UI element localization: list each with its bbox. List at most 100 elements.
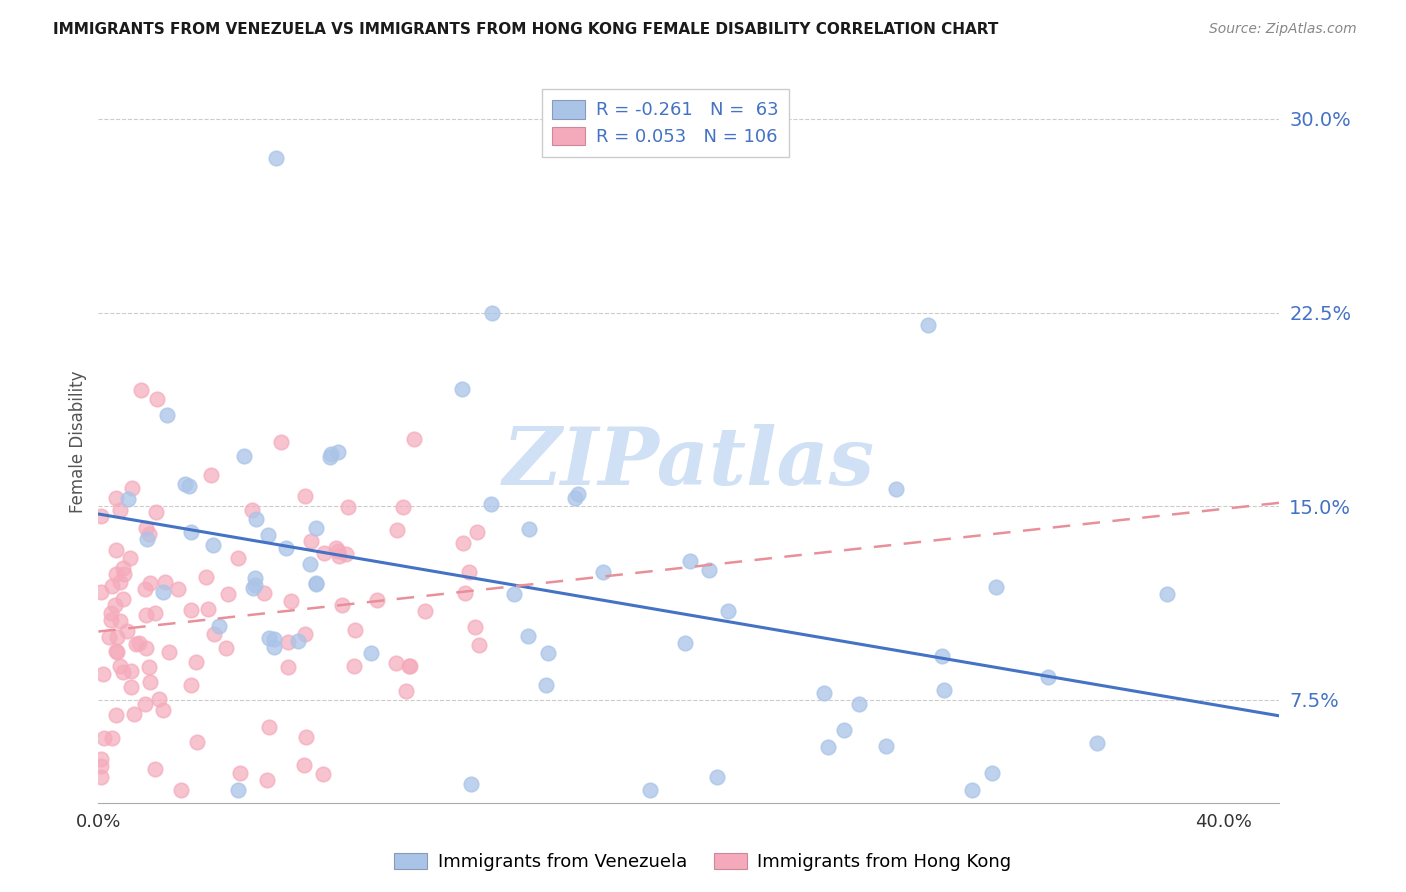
Point	[312, 767, 335, 781]
Point	[848, 697, 870, 711]
Point	[256, 772, 278, 787]
Point	[108, 575, 131, 590]
Point	[129, 383, 152, 397]
Point	[817, 739, 839, 754]
Point	[319, 447, 342, 461]
Point	[108, 614, 131, 628]
Point	[167, 582, 190, 597]
Point	[91, 667, 114, 681]
Point	[217, 587, 239, 601]
Point	[298, 558, 321, 572]
Point	[143, 607, 166, 621]
Point	[319, 450, 342, 464]
Point	[226, 783, 249, 797]
Point	[384, 656, 406, 670]
Point	[399, 659, 422, 673]
Point	[305, 576, 328, 591]
Point	[177, 479, 200, 493]
Point	[152, 703, 174, 717]
Point	[180, 524, 202, 539]
Point	[197, 602, 219, 616]
Point	[240, 503, 263, 517]
Point	[673, 636, 696, 650]
Point	[832, 723, 855, 737]
Point	[413, 604, 436, 618]
Point	[984, 580, 1007, 594]
Point	[115, 624, 138, 638]
Point	[517, 522, 540, 536]
Point	[207, 619, 229, 633]
Point	[394, 683, 416, 698]
Point	[697, 563, 720, 577]
Point	[117, 492, 139, 507]
Point	[200, 468, 222, 483]
Point	[328, 544, 350, 558]
Point	[385, 523, 408, 537]
Point	[592, 565, 614, 579]
Point	[228, 551, 250, 566]
Point	[287, 634, 309, 648]
Point	[104, 708, 127, 723]
Point	[1038, 670, 1060, 684]
Point	[105, 644, 128, 658]
Point	[98, 630, 121, 644]
Text: ZIPatlas: ZIPatlas	[503, 425, 875, 502]
Point	[326, 445, 349, 459]
Point	[136, 532, 159, 546]
Point	[138, 660, 160, 674]
Point	[325, 541, 347, 555]
Point	[243, 578, 266, 592]
Point	[184, 656, 207, 670]
Point	[257, 720, 280, 734]
Point	[245, 511, 267, 525]
Point	[242, 582, 264, 596]
Point	[195, 570, 218, 584]
Point	[170, 783, 193, 797]
Point	[105, 645, 128, 659]
Point	[305, 576, 328, 591]
Point	[263, 640, 285, 655]
Point	[884, 483, 907, 497]
Point	[138, 527, 160, 541]
Point	[256, 527, 278, 541]
Point	[295, 730, 318, 744]
Point	[404, 433, 426, 447]
Point	[105, 566, 128, 581]
Point	[111, 665, 134, 680]
Point	[1156, 587, 1178, 601]
Point	[134, 698, 156, 712]
Point	[813, 686, 835, 700]
Legend: Immigrants from Venezuela, Immigrants from Hong Kong: Immigrants from Venezuela, Immigrants fr…	[387, 846, 1019, 879]
Point	[111, 591, 134, 606]
Point	[464, 620, 486, 634]
Point	[640, 783, 662, 797]
Point	[124, 638, 146, 652]
Point	[229, 766, 252, 780]
Point	[232, 450, 254, 464]
Point	[135, 521, 157, 535]
Point	[502, 587, 524, 601]
Point	[135, 607, 157, 622]
Y-axis label: Female Disability: Female Disability	[69, 370, 87, 513]
Point	[717, 604, 740, 618]
Point	[174, 476, 197, 491]
Point	[264, 151, 287, 165]
Point	[180, 602, 202, 616]
Point	[108, 659, 131, 673]
Point	[186, 735, 208, 749]
Point	[93, 731, 115, 745]
Point	[280, 594, 302, 608]
Point	[90, 759, 112, 773]
Point	[157, 645, 180, 659]
Point	[343, 624, 366, 638]
Point	[517, 629, 540, 643]
Point	[202, 538, 225, 552]
Point	[145, 505, 167, 519]
Point	[263, 632, 285, 647]
Point	[336, 500, 359, 514]
Point	[328, 549, 350, 564]
Point	[292, 758, 315, 772]
Point	[134, 582, 156, 597]
Point	[299, 534, 322, 549]
Point	[277, 659, 299, 673]
